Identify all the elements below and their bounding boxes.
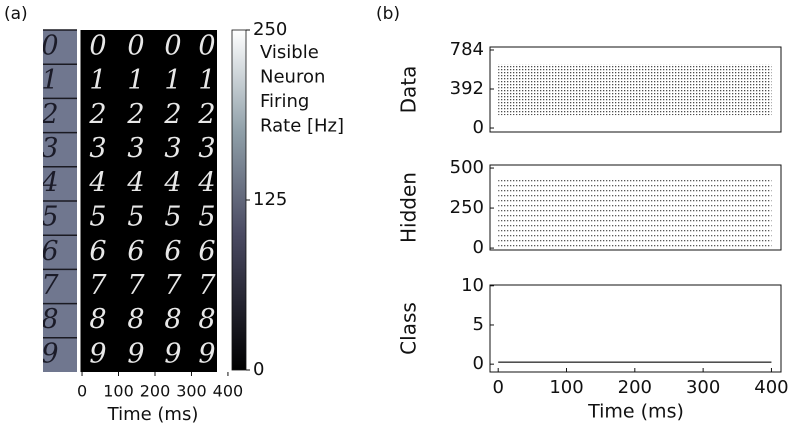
digit: 7 bbox=[89, 270, 107, 301]
colorbar-tick-label: 250 bbox=[253, 19, 287, 40]
digit: 9 bbox=[41, 338, 58, 369]
digit: 0 bbox=[127, 31, 144, 62]
panel-label: (a) bbox=[4, 4, 28, 24]
spike-raster bbox=[498, 64, 772, 116]
x-tick-label: 200 bbox=[618, 377, 652, 398]
digit: 6 bbox=[41, 236, 58, 267]
y-tick-label: 500 bbox=[450, 157, 484, 178]
digit: 1 bbox=[127, 65, 144, 96]
digit: 0 bbox=[198, 31, 215, 62]
y-tick-label: 0 bbox=[473, 237, 484, 258]
digit: 6 bbox=[89, 236, 106, 267]
digit: 2 bbox=[126, 99, 144, 130]
x-tick-label: 200 bbox=[140, 382, 171, 401]
colorbar-label: Rate [Hz] bbox=[260, 116, 344, 137]
x-tick-label: 0 bbox=[492, 377, 503, 398]
digit: 3 bbox=[127, 133, 144, 164]
digit: 3 bbox=[164, 133, 181, 164]
colorbar-tick-label: 125 bbox=[253, 189, 287, 210]
digit: 2 bbox=[163, 99, 181, 130]
y-tick-label: 0 bbox=[473, 117, 484, 138]
x-tick-label: 400 bbox=[754, 377, 788, 398]
digit: 1 bbox=[89, 65, 106, 96]
digit: 0 bbox=[89, 31, 106, 62]
x-tick-label: 100 bbox=[103, 382, 134, 401]
digit: 9 bbox=[164, 338, 181, 369]
spike-raster bbox=[498, 361, 772, 363]
digit: 1 bbox=[198, 65, 215, 96]
colorbar-label: Neuron bbox=[260, 67, 325, 88]
digit: 8 bbox=[127, 304, 144, 335]
digit: 4 bbox=[40, 167, 58, 198]
digit: 4 bbox=[126, 167, 144, 198]
colorbar-label: Visible bbox=[260, 42, 319, 63]
digit: 6 bbox=[198, 236, 215, 267]
x-axis-label: Time (ms) bbox=[587, 401, 684, 423]
digit: 2 bbox=[40, 99, 58, 130]
y-axis-label: Class bbox=[397, 302, 421, 355]
digit: 1 bbox=[41, 65, 58, 96]
digit: 5 bbox=[198, 202, 215, 233]
digit: 3 bbox=[198, 133, 215, 164]
x-axis-label: Time (ms) bbox=[107, 404, 199, 425]
y-tick-label: 10 bbox=[461, 275, 484, 296]
digit: 8 bbox=[198, 304, 215, 335]
digit: 5 bbox=[89, 202, 106, 233]
digit: 5 bbox=[164, 202, 181, 233]
panel-label: (b) bbox=[376, 4, 400, 24]
digit: 6 bbox=[127, 236, 144, 267]
y-axis-label: Hidden bbox=[397, 172, 421, 243]
x-tick-label: 300 bbox=[686, 377, 720, 398]
digit: 1 bbox=[164, 65, 181, 96]
y-tick-label: 784 bbox=[450, 39, 484, 60]
digit: 8 bbox=[41, 304, 58, 335]
image-background bbox=[80, 30, 217, 372]
digit: 9 bbox=[127, 338, 144, 369]
digit: 0 bbox=[41, 31, 58, 62]
y-tick-label: 250 bbox=[450, 197, 484, 218]
digit: 0 bbox=[164, 31, 181, 62]
digit: 8 bbox=[164, 304, 181, 335]
digit: 5 bbox=[127, 202, 144, 233]
x-tick-label: 300 bbox=[176, 382, 207, 401]
y-tick-label: 392 bbox=[450, 78, 484, 99]
spike-raster bbox=[498, 179, 772, 247]
digit: 4 bbox=[88, 167, 106, 198]
digit: 7 bbox=[127, 270, 145, 301]
colorbar bbox=[231, 29, 247, 371]
y-tick-label: 5 bbox=[473, 314, 484, 335]
digit: 4 bbox=[163, 167, 181, 198]
y-axis-label: Data bbox=[397, 66, 421, 114]
digit: 3 bbox=[89, 133, 106, 164]
digit: 3 bbox=[41, 133, 58, 164]
digit: 7 bbox=[198, 270, 216, 301]
digit: 5 bbox=[41, 202, 58, 233]
colorbar-tick-label: 0 bbox=[253, 359, 264, 380]
colorbar-label: Firing bbox=[260, 91, 309, 112]
axes-frame bbox=[489, 164, 782, 251]
digit: 2 bbox=[197, 99, 215, 130]
axes-frame bbox=[489, 284, 782, 373]
digit: 8 bbox=[89, 304, 106, 335]
digit: 4 bbox=[197, 167, 215, 198]
digit: 6 bbox=[164, 236, 181, 267]
y-tick-label: 0 bbox=[473, 353, 484, 374]
digit: 9 bbox=[198, 338, 215, 369]
digit: 7 bbox=[41, 270, 59, 301]
digit: 9 bbox=[89, 338, 106, 369]
digit: 7 bbox=[164, 270, 182, 301]
x-tick-label: 0 bbox=[77, 382, 87, 401]
x-tick-label: 100 bbox=[549, 377, 583, 398]
digit: 2 bbox=[88, 99, 106, 130]
x-tick-label: 400 bbox=[213, 382, 244, 401]
